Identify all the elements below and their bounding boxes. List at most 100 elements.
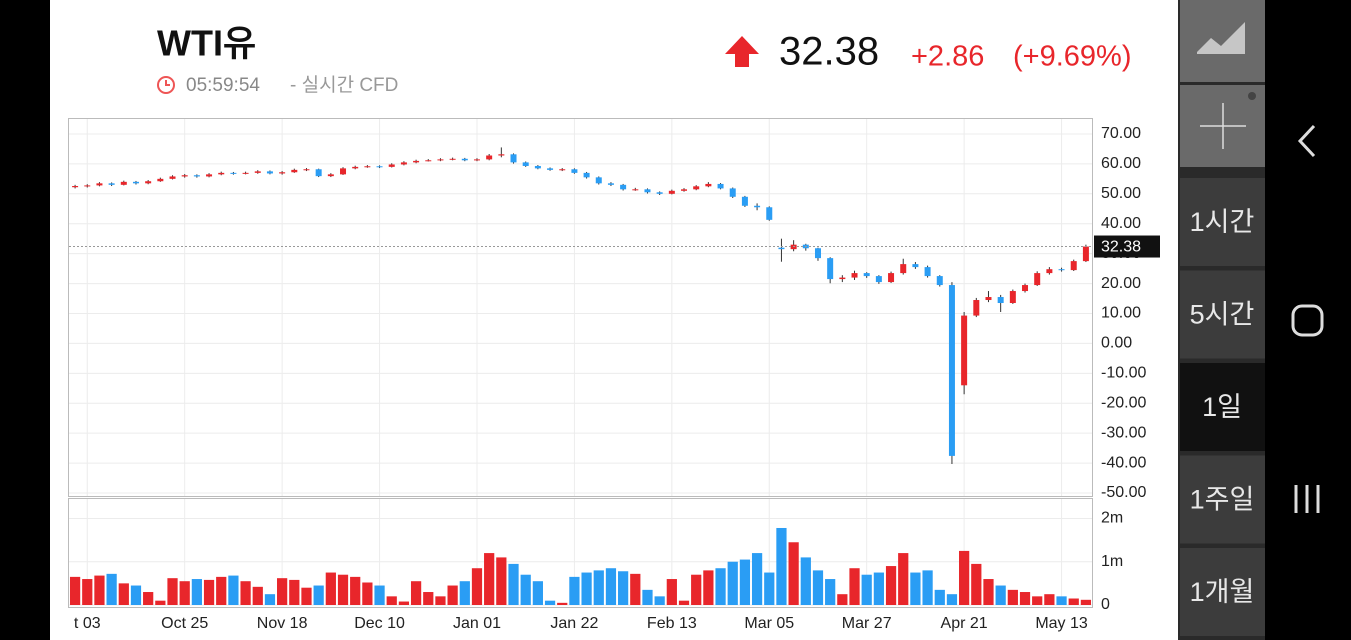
candle-body <box>948 285 955 456</box>
volume-bar <box>557 602 568 605</box>
candle-body <box>1022 285 1029 292</box>
candle-body <box>303 169 310 171</box>
candle-body <box>364 166 371 168</box>
candle-body <box>900 264 907 274</box>
candle-body <box>851 273 858 278</box>
x-tick-label: Oct 25 <box>161 615 208 632</box>
time: 05:59:54 <box>186 75 260 96</box>
interval-tab-label: 1일 <box>1202 392 1242 422</box>
candle-body <box>96 183 103 186</box>
clock-icon <box>157 76 175 94</box>
back-button[interactable] <box>1297 124 1316 158</box>
interval-tab-label: 1주일 <box>1190 485 1255 515</box>
content-panel <box>50 0 1178 640</box>
chart-type-button[interactable] <box>1180 0 1265 82</box>
volume-bar <box>959 550 970 605</box>
candle-body <box>839 277 846 280</box>
volume-bar <box>776 527 787 605</box>
interval-tab[interactable] <box>1180 455 1265 544</box>
volume-bar <box>922 570 933 605</box>
change-pct: (+9.69%) <box>1013 41 1131 73</box>
volume-bar <box>471 568 483 605</box>
x-tick-label: Dec 10 <box>354 615 405 632</box>
candle-body <box>254 171 261 173</box>
volume-bar <box>301 587 312 605</box>
candle-body <box>620 184 627 190</box>
volume-bar <box>605 568 617 605</box>
candle-body <box>461 158 468 161</box>
interval-tab[interactable] <box>1180 363 1265 451</box>
volume-bar <box>751 553 763 605</box>
candle-body <box>814 248 821 259</box>
volume-bar <box>849 568 860 605</box>
x-tick-label: t 03 <box>74 615 101 632</box>
y-tick-label: 40.00 <box>1101 215 1141 232</box>
candle-body <box>754 205 761 208</box>
x-tick-label: Nov 18 <box>257 615 308 632</box>
candle-body <box>888 273 895 283</box>
candle-body <box>449 158 456 160</box>
candle-body <box>534 165 541 169</box>
candle-body <box>510 154 517 163</box>
y-tick-label: -30.00 <box>1101 424 1146 441</box>
interval-tab[interactable] <box>1180 548 1265 636</box>
volume-bar <box>666 579 677 605</box>
volume-bar <box>447 585 458 605</box>
last-price-label: 32.38 <box>1101 239 1141 256</box>
candle-body <box>973 300 980 316</box>
candle-body <box>924 267 931 277</box>
volume-bar <box>532 581 543 605</box>
volume-bar <box>1019 592 1031 605</box>
candle-body <box>729 188 736 197</box>
candle-body <box>145 181 152 184</box>
volume-bar <box>1032 596 1043 605</box>
x-tick-label: Apr 21 <box>941 615 988 632</box>
candle-body <box>327 174 334 177</box>
interval-tab[interactable] <box>1180 178 1265 266</box>
volume-bar <box>106 573 117 605</box>
volume-bar <box>1007 589 1018 605</box>
x-tick-label: Mar 27 <box>842 615 892 632</box>
candle-body <box>607 183 614 185</box>
candle-body <box>656 192 663 194</box>
candle-body <box>693 186 700 190</box>
candle-body <box>741 196 748 206</box>
y-tick-label: 60.00 <box>1101 155 1141 172</box>
y-tick-label: 70.00 <box>1101 125 1141 142</box>
volume-bar <box>1080 599 1092 605</box>
source: - 실시간 CFD <box>290 74 398 96</box>
y-tick-label: -10.00 <box>1101 365 1146 382</box>
candle-body <box>595 177 602 184</box>
candle-body <box>340 168 347 175</box>
candle-body <box>912 264 919 268</box>
interval-tab[interactable] <box>1180 270 1265 359</box>
y-tick-label: 50.00 <box>1101 185 1141 202</box>
volume-bar <box>155 600 166 605</box>
volume-bar <box>423 592 434 605</box>
candle-body <box>72 186 79 188</box>
volume-bar <box>398 601 410 605</box>
candle-body <box>242 172 249 174</box>
candle-body <box>583 172 590 178</box>
volume-bar <box>703 570 714 605</box>
volume-bar <box>727 561 738 605</box>
x-tick-label: May 13 <box>1035 615 1088 632</box>
volume-bar <box>946 594 958 605</box>
candle-body <box>376 166 383 168</box>
candle-body <box>522 162 529 166</box>
volume-bar <box>435 596 446 605</box>
volume-bar <box>630 573 641 605</box>
volume-bar <box>691 574 702 605</box>
y-tick-label: -40.00 <box>1101 454 1146 471</box>
home-button[interactable] <box>1291 304 1324 337</box>
volume-bar <box>910 572 921 605</box>
candle-body <box>705 183 712 187</box>
candle-body <box>681 189 688 191</box>
volume-bar <box>654 596 665 605</box>
recents-button[interactable] <box>1294 485 1320 513</box>
candle-body <box>352 166 359 169</box>
x-tick-label: Jan 01 <box>453 615 501 632</box>
volume-bar <box>581 572 592 605</box>
candle-body <box>193 175 200 177</box>
volume-bar <box>130 585 142 605</box>
